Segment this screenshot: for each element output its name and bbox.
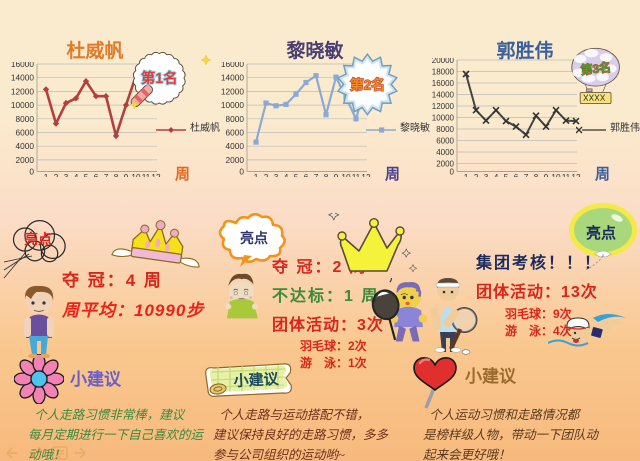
svg-text:7: 7: [314, 172, 319, 177]
svg-text:12000: 12000: [221, 86, 244, 96]
svg-text:11: 11: [562, 172, 571, 177]
svg-text:4000: 4000: [436, 148, 454, 157]
svg-text:5: 5: [84, 172, 89, 177]
svg-text:4000: 4000: [226, 141, 245, 151]
svg-text:11: 11: [352, 172, 361, 177]
svg-text:1: 1: [44, 172, 49, 177]
svg-text:亮点: 亮点: [240, 230, 268, 246]
svg-text:7: 7: [524, 172, 529, 177]
svg-text:7: 7: [104, 172, 109, 177]
svg-text:2: 2: [54, 172, 59, 177]
svg-text:1: 1: [254, 172, 259, 177]
svg-text:10000: 10000: [11, 100, 34, 110]
svg-text:16000: 16000: [221, 62, 244, 69]
svg-text:10000: 10000: [221, 100, 244, 110]
svg-text:0: 0: [239, 167, 244, 177]
svg-text:5: 5: [504, 172, 509, 177]
svg-text:6: 6: [304, 172, 309, 177]
svg-text:14000: 14000: [11, 73, 34, 83]
svg-text:12000: 12000: [11, 86, 34, 96]
svg-text:4000: 4000: [16, 141, 35, 151]
svg-text:9: 9: [124, 172, 129, 177]
svg-text:12: 12: [151, 172, 161, 177]
svg-text:小建议: 小建议: [233, 370, 280, 390]
svg-text:14000: 14000: [221, 73, 244, 83]
svg-text:4: 4: [284, 172, 289, 177]
svg-text:1: 1: [464, 172, 469, 177]
svg-text:6000: 6000: [436, 137, 454, 146]
svg-text:2: 2: [264, 172, 269, 177]
svg-text:8000: 8000: [226, 114, 245, 124]
svg-text:2: 2: [474, 172, 479, 177]
svg-text:4: 4: [494, 172, 499, 177]
svg-text:9: 9: [544, 172, 549, 177]
svg-text:3: 3: [484, 172, 489, 177]
svg-text:6000: 6000: [16, 128, 35, 138]
svg-text:第1名: 第1名: [141, 69, 178, 87]
svg-text:10000: 10000: [432, 114, 455, 123]
svg-text:12000: 12000: [432, 102, 455, 111]
svg-text:3: 3: [64, 172, 69, 177]
svg-text:18000: 18000: [432, 68, 455, 77]
svg-text:16000: 16000: [11, 62, 34, 69]
svg-text:8000: 8000: [16, 114, 35, 124]
svg-text:6: 6: [514, 172, 519, 177]
svg-text:12: 12: [361, 172, 371, 177]
svg-text:5: 5: [294, 172, 299, 177]
svg-text:2000: 2000: [16, 155, 35, 165]
svg-text:3: 3: [274, 172, 279, 177]
svg-text:10: 10: [341, 172, 351, 177]
svg-text:10: 10: [551, 172, 561, 177]
svg-text:20000: 20000: [432, 58, 455, 65]
svg-text:8: 8: [324, 172, 329, 177]
svg-text:亮点: 亮点: [586, 224, 616, 242]
svg-text:14000: 14000: [432, 91, 455, 100]
svg-text:8000: 8000: [436, 125, 454, 134]
svg-text:2000: 2000: [226, 155, 245, 165]
svg-text:0: 0: [450, 168, 455, 177]
svg-text:4: 4: [74, 172, 79, 177]
svg-text:16000: 16000: [432, 79, 455, 88]
svg-text:12: 12: [571, 172, 581, 177]
svg-text:8: 8: [114, 172, 119, 177]
svg-text:11: 11: [142, 172, 151, 177]
svg-text:0: 0: [29, 167, 34, 177]
svg-text:亮点: 亮点: [24, 231, 52, 247]
svg-text:6: 6: [94, 172, 99, 177]
svg-text:6000: 6000: [226, 128, 245, 138]
svg-text:10: 10: [131, 172, 141, 177]
svg-text:第2名: 第2名: [350, 76, 385, 92]
svg-text:9: 9: [334, 172, 339, 177]
svg-text:8: 8: [534, 172, 539, 177]
